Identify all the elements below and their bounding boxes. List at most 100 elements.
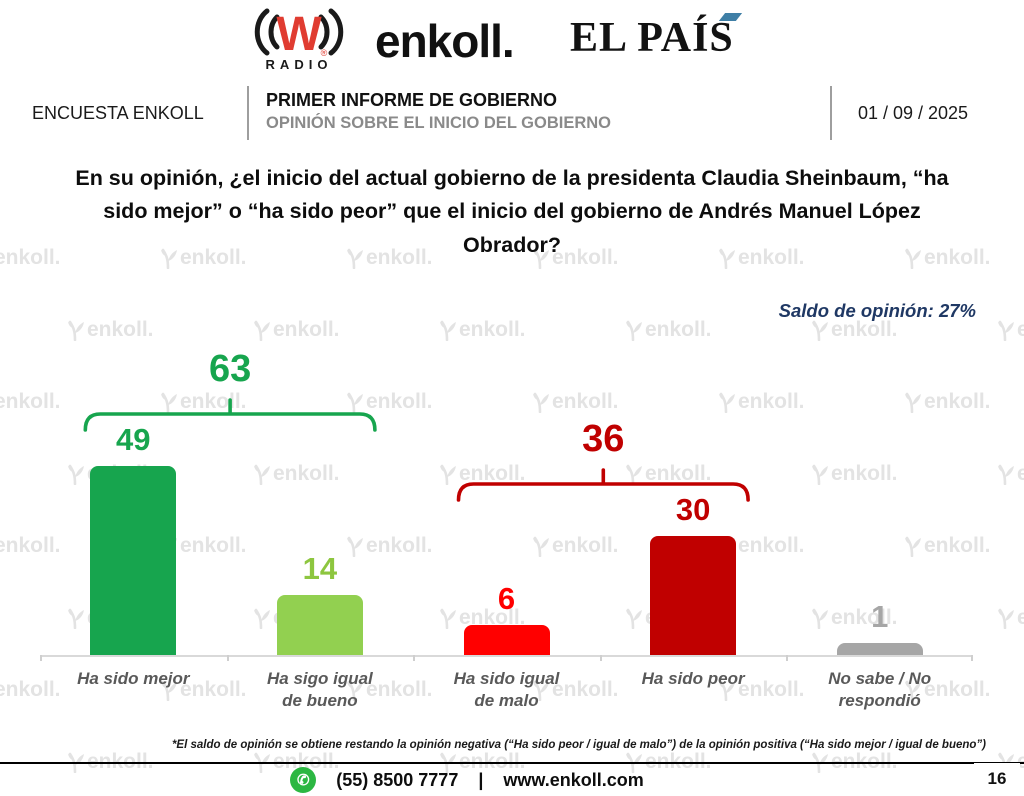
leaf-icon <box>719 248 735 269</box>
leaf-icon <box>812 320 828 341</box>
leaf-icon <box>254 464 270 485</box>
bar-value-1: 14 <box>302 551 338 586</box>
leaf-icon <box>533 392 549 413</box>
leaf-icon <box>254 320 270 341</box>
axis-tick <box>413 655 416 661</box>
leaf-icon <box>347 392 363 413</box>
watermark: enkoll. <box>251 462 340 486</box>
watermark: enkoll. <box>437 462 526 486</box>
leaf-icon <box>626 320 642 341</box>
axis-tick <box>599 655 602 661</box>
leaf-icon <box>440 608 456 629</box>
watermark: enkoll. <box>530 678 619 702</box>
watermark: enkoll. <box>437 318 526 342</box>
leaf-icon <box>719 680 735 701</box>
watermark: enkoll. <box>344 246 433 270</box>
survey-name-label: ENCUESTA ENKOLL <box>32 103 204 123</box>
bar-3 <box>650 536 737 655</box>
watermark: enkoll. <box>995 606 1024 630</box>
axis-tick <box>40 655 42 661</box>
page-number: 16 <box>974 763 1020 794</box>
leaf-icon <box>161 680 177 701</box>
bar-value-0: 49 <box>116 422 151 457</box>
category-label-0: Ha sido mejor <box>77 669 190 688</box>
leaf-icon <box>905 536 921 557</box>
axis-tick <box>786 655 789 661</box>
wradio-logo-graphic: W ® RADIO <box>254 8 344 72</box>
leaf-icon <box>626 608 642 629</box>
group-brackets <box>83 398 750 502</box>
group-sum-1: 36 <box>582 418 625 460</box>
wradio-logo: W ® RADIO <box>243 4 355 77</box>
x-axis <box>40 655 973 657</box>
footer-url: www.enkoll.com <box>503 769 644 790</box>
leaf-icon <box>68 320 84 341</box>
bar-4 <box>836 643 923 655</box>
radio-wave-right-inner-icon <box>318 14 330 50</box>
leaf-icon <box>998 464 1014 485</box>
bar-value-4: 1 <box>871 599 889 634</box>
watermark: enkoll. <box>902 534 991 558</box>
watermark: enkoll. <box>0 534 61 557</box>
radio-wave-left-outer-icon <box>254 8 270 56</box>
whatsapp-icon: ✆ <box>290 767 317 793</box>
watermark: enkoll. <box>65 318 154 342</box>
enkoll-logo: enkoll. <box>375 15 515 67</box>
radio-wave-left-inner-icon <box>268 14 280 50</box>
header-divider-right <box>830 86 832 140</box>
watermark: enkoll. <box>344 678 433 702</box>
leaf-icon <box>68 608 84 629</box>
leaf-icon <box>68 464 84 485</box>
bar-2 <box>463 625 550 655</box>
bracket-0 <box>83 398 377 432</box>
opinion-balance-label: Saldo de opinión: 27% <box>778 300 976 321</box>
leaf-icon <box>626 464 642 485</box>
watermark: enkoll. <box>995 462 1024 486</box>
watermark: enkoll. <box>809 606 898 630</box>
watermark: enkoll. <box>809 462 898 486</box>
axis-tick <box>971 655 973 661</box>
watermark: enkoll. <box>437 606 526 630</box>
watermark: enkoll. <box>623 462 712 486</box>
leaf-icon <box>347 248 363 269</box>
watermark: enkoll. <box>809 318 898 342</box>
watermark: enkoll. <box>530 246 619 270</box>
leaf-icon <box>533 536 549 557</box>
leaf-icon <box>998 320 1014 341</box>
elpais-logo: EL PAÍS <box>570 13 743 62</box>
wradio-registered-mark: ® <box>321 48 328 58</box>
category-label-3: Ha sido peor <box>641 669 745 688</box>
watermark: enkoll. <box>251 318 340 342</box>
wradio-sub-label: RADIO <box>266 57 333 72</box>
leaf-icon <box>905 680 921 701</box>
category-label-1: Ha sigo igual de bueno <box>266 669 373 711</box>
leaf-icon <box>347 680 363 701</box>
footer-phone: (55) 8500 7777 <box>336 769 459 790</box>
watermark: enkoll. <box>0 678 61 701</box>
watermark: enkoll. <box>716 246 805 270</box>
report-date: 01 / 09 / 2025 <box>857 103 969 123</box>
bar-value-2: 6 <box>497 581 516 616</box>
bar-chart: 49 Ha sido mejor 14 Ha sigo igual de bueno 6… <box>40 330 973 710</box>
watermark: enkoll. <box>995 318 1024 342</box>
leaf-icon <box>719 392 735 413</box>
wradio-letter: W <box>276 8 322 61</box>
leaf-icon <box>347 536 363 557</box>
bar-1 <box>276 595 363 655</box>
leaf-icon <box>161 392 177 413</box>
leaf-icon <box>440 320 456 341</box>
report-title: PRIMER INFORME DE GOBIERNO <box>266 90 558 110</box>
leaf-icon <box>905 392 921 413</box>
watermark: enkoll. <box>344 390 433 414</box>
radio-wave-right-outer-icon <box>328 8 344 56</box>
bar-value-3: 30 <box>675 492 711 527</box>
watermark: enkoll. <box>158 246 247 270</box>
header-divider-left <box>247 86 249 140</box>
bracket-1 <box>456 468 750 502</box>
watermark: enkoll. <box>716 390 805 414</box>
category-label-4: No sabe / No respondió <box>828 669 932 711</box>
elpais-logo-text: EL PAÍS <box>570 15 734 61</box>
watermark: enkoll. <box>902 390 991 414</box>
watermark: enkoll. <box>716 678 805 702</box>
